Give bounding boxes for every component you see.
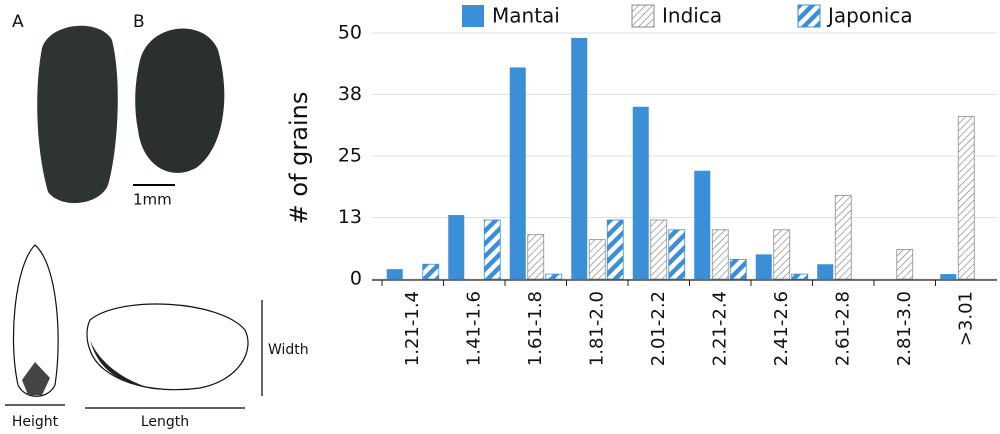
panel-label: B <box>133 12 145 32</box>
bar <box>817 264 834 279</box>
legend-label: Mantai <box>492 4 560 28</box>
legend-swatch <box>631 4 655 28</box>
height-drawing-detail <box>22 362 50 395</box>
x-tick-label: 1.41-1.6 <box>463 291 484 366</box>
scale-label: 1mm <box>133 191 172 209</box>
grain-photo-b <box>135 28 225 173</box>
y-tick-label: 0 <box>350 268 362 290</box>
y-axis-title: # of grains <box>285 92 313 225</box>
x-tick-label: 2.41-2.6 <box>771 291 792 366</box>
x-tick-label: >3.01 <box>955 291 976 346</box>
bar <box>545 273 563 280</box>
legend-label: Indica <box>662 4 722 28</box>
bar <box>483 219 501 280</box>
bar <box>711 229 729 280</box>
length-drawing-detail <box>90 340 160 390</box>
bar <box>755 254 772 279</box>
legend-label: Japonica <box>826 4 913 28</box>
x-tick-label: 2.81-3.0 <box>894 291 915 366</box>
bar <box>509 67 526 279</box>
x-tick-label: 1.21-1.4 <box>402 291 423 366</box>
bar <box>588 239 606 280</box>
bar <box>957 116 975 280</box>
x-tick-label: 2.21-2.4 <box>709 291 730 366</box>
grain-photo-a <box>37 25 118 204</box>
bar <box>729 258 747 280</box>
height-drawing <box>12 244 59 397</box>
y-tick-label: 38 <box>338 83 362 105</box>
y-tick-label: 25 <box>338 145 362 167</box>
dimension-label: Height <box>12 414 59 430</box>
x-tick-label: 1.81-2.0 <box>586 291 607 366</box>
x-tick-label: 2.61-2.8 <box>832 291 853 366</box>
bar <box>896 249 914 280</box>
panel-label: A <box>12 12 24 32</box>
bar <box>650 219 668 280</box>
legend-swatch <box>462 5 484 27</box>
x-tick-label: 2.01-2.2 <box>648 291 669 366</box>
dimension-label: Length <box>141 414 189 430</box>
bar <box>668 229 686 280</box>
bar <box>694 170 711 279</box>
bar <box>940 274 957 279</box>
bar <box>773 229 791 280</box>
x-tick-label: 1.61-1.8 <box>525 291 546 366</box>
grain-illustrations: A B 1mm Height Length Width <box>5 12 309 430</box>
bar <box>571 37 588 279</box>
bar <box>386 269 403 279</box>
bar <box>791 273 809 280</box>
bar <box>448 215 465 279</box>
dimension-label: Width <box>268 342 309 358</box>
y-tick-label: 50 <box>338 22 362 44</box>
bar <box>606 219 624 280</box>
y-tick-label: 13 <box>338 206 362 228</box>
bar <box>527 234 545 280</box>
bar <box>422 263 440 280</box>
length-drawing <box>86 303 249 391</box>
bar <box>632 106 649 279</box>
bar <box>834 194 852 280</box>
legend-swatch <box>797 4 821 28</box>
